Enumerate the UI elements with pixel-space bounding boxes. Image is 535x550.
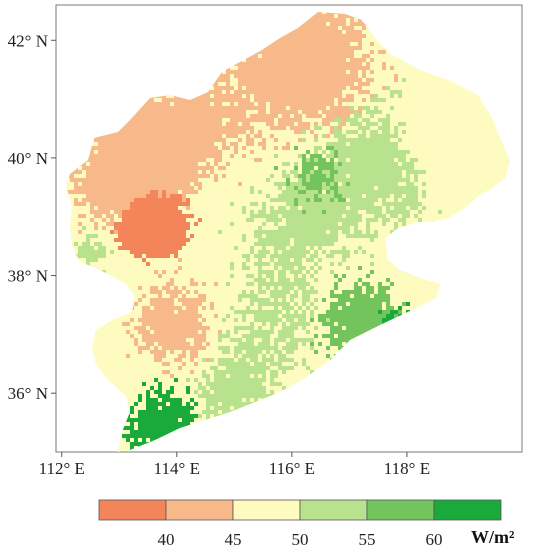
lon-tick-label: 118° E [384, 459, 430, 478]
lon-tick-label: 112° E [39, 459, 85, 478]
legend-swatch [232, 499, 301, 521]
lat-tick-label: 42° N [8, 31, 48, 50]
legend-swatch [165, 499, 234, 521]
legend-label: 45 [225, 530, 242, 549]
lat-tick-label: 38° N [8, 267, 48, 286]
legend-swatch [433, 499, 502, 521]
lon-tick-label: 116° E [269, 459, 315, 478]
legend-swatch [299, 499, 368, 521]
longitude-axis: 112° E 114° E 116° E 118° E [39, 452, 430, 478]
lat-tick-label: 40° N [8, 149, 48, 168]
legend-label: 55 [359, 530, 376, 549]
lat-tick-label: 36° N [8, 384, 48, 403]
latitude-axis: 42° N 40° N 38° N 36° N [8, 31, 56, 403]
legend-label: 50 [292, 530, 309, 549]
legend-swatch [98, 499, 167, 521]
color-legend: 40 45 50 55 60 W/m² [98, 499, 514, 549]
lon-tick-label: 114° E [154, 459, 200, 478]
legend-swatch [366, 499, 435, 521]
legend-label: 60 [426, 530, 443, 549]
legend-unit: W/m² [471, 527, 514, 547]
legend-label: 40 [158, 530, 175, 549]
